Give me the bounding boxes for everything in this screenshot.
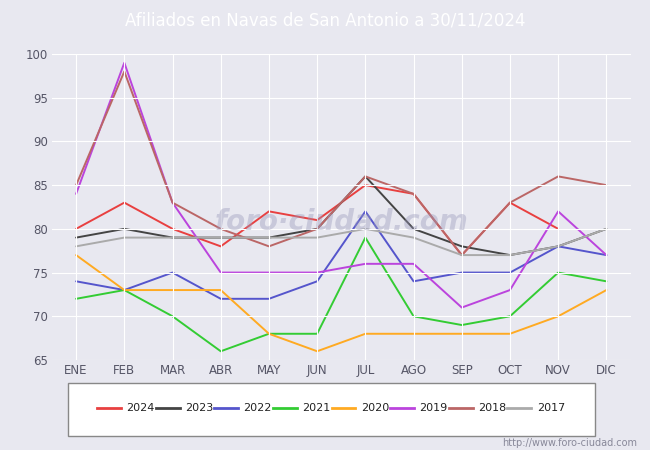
Text: 2017: 2017 — [537, 403, 565, 414]
Text: 2022: 2022 — [244, 403, 272, 414]
Text: 2023: 2023 — [185, 403, 213, 414]
Text: 2018: 2018 — [478, 403, 506, 414]
Text: http://www.foro-ciudad.com: http://www.foro-ciudad.com — [502, 438, 637, 448]
Text: 2020: 2020 — [361, 403, 389, 414]
Text: Afiliados en Navas de San Antonio a 30/11/2024: Afiliados en Navas de San Antonio a 30/1… — [125, 11, 525, 29]
Text: 2024: 2024 — [126, 403, 155, 414]
Text: 2019: 2019 — [419, 403, 448, 414]
Text: 2021: 2021 — [302, 403, 330, 414]
Text: foro·ciudad.com: foro·ciudad.com — [214, 208, 468, 236]
